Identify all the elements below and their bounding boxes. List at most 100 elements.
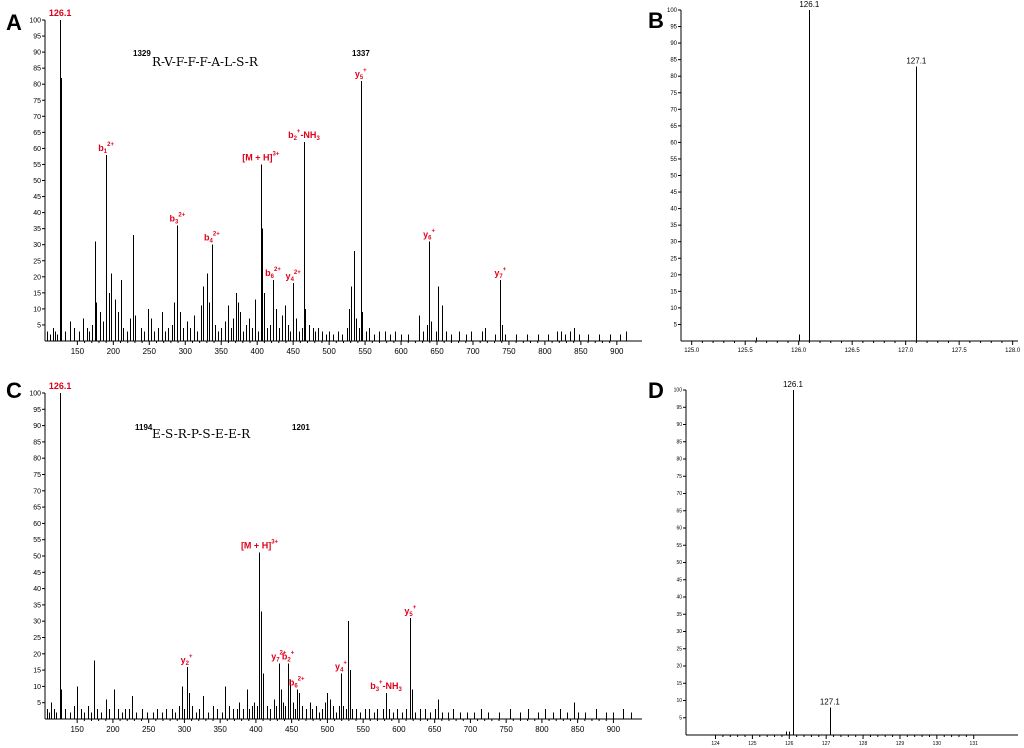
y-tick-label: 100 [667,8,678,14]
x-tick-label: 750 [499,725,513,734]
y-tick-label: 50 [33,554,41,561]
peak-annotation: y7+ [494,267,506,280]
peak-annotation: y4+ [335,660,347,673]
x-tick-label: 800 [538,347,552,356]
y-tick-label: 10 [670,306,677,312]
peak-annotation: y42+ [286,270,302,283]
y-tick-label: 5 [674,322,678,328]
x-tick-label: 127 [822,741,831,747]
y-tick-label: 20 [670,273,677,279]
y-tick-label: 30 [33,619,41,626]
y-tick-label: 95 [33,34,41,41]
peak-annotation: y72+ [271,651,287,664]
x-tick-label: 600 [392,725,406,734]
x-tick-label: 850 [574,347,588,356]
y-tick-label: 40 [33,586,41,593]
y-tick-label: 35 [33,602,41,609]
x-tick-label: 125.5 [738,348,754,354]
y-tick-label: 40 [33,210,41,217]
x-tick-label: 126 [785,741,794,747]
y-tick-label: 40 [676,595,682,601]
peak-annotation: b2+ [282,651,295,664]
y-tick-label: 40 [670,207,677,213]
x-tick-label: 700 [464,725,478,734]
y-tick-label: 60 [670,140,677,146]
y-tick-label: 20 [676,664,682,670]
peak-mz-label: 126.1 [783,380,804,389]
x-tick-label: 900 [607,725,621,734]
x-tick-label: 400 [251,347,265,356]
spectrum-chart-a: 5 10 15 20 25 30 35 40 45 50 55 60 65 70 75 80 85 90 95 100… [29,8,642,356]
panel-letter-a: A [6,10,22,35]
x-tick-label: 300 [178,725,192,734]
x-tick-label: 124 [711,741,720,747]
x-tick-label: 900 [610,347,624,356]
y-tick-label: 85 [670,58,677,64]
peak-annotation: b32+ [170,212,186,225]
y-tick-label: 90 [676,422,682,428]
sequence-start-number: 1194 [135,423,153,432]
y-tick-label: 100 [29,391,41,398]
y-tick-label: 75 [676,474,682,480]
y-tick-label: 25 [33,635,41,642]
y-tick-label: 50 [676,560,682,566]
y-tick-label: 100 [29,18,41,25]
x-tick-label: 500 [321,725,335,734]
panel-a-sequence: 1329 R-V-F-F-F-A-L-S-R 1337 [133,49,370,69]
y-tick-label: 5 [37,700,41,707]
y-tick-label: 35 [670,223,677,229]
y-tick-label: 65 [33,130,41,137]
y-tick-label: 30 [676,629,682,635]
x-tick-label: 850 [571,725,585,734]
x-tick-label: 126.0 [791,348,807,354]
x-tick-label: 200 [107,347,121,356]
y-tick-label: 55 [676,543,682,549]
y-tick-label: 25 [670,256,677,262]
x-tick-label: 750 [502,347,516,356]
y-tick-label: 85 [33,439,41,446]
y-tick-label: 95 [670,25,677,31]
x-tick-label: 250 [142,725,156,734]
y-tick-label: 25 [33,258,41,265]
y-tick-label: 65 [670,124,677,130]
peak-annotation: [M + H]3+ [242,151,280,162]
y-tick-label: 20 [33,651,41,658]
y-tick-label: 45 [33,194,41,201]
x-tick-label: 127.5 [952,348,968,354]
x-tick-label: 350 [215,347,229,356]
y-tick-label: 55 [33,162,41,169]
peak-annotation: b12+ [98,142,114,155]
x-tick-label: 650 [430,347,444,356]
y-tick-label: 70 [670,107,677,113]
y-tick-label: 60 [33,521,41,528]
y-tick-label: 70 [33,114,41,121]
x-tick-label: 400 [249,725,263,734]
x-tick-label: 128 [859,741,868,747]
peak-mz-label: 126.1 [799,0,820,9]
y-tick-label: 15 [33,668,41,675]
peak-mz-label: 127.1 [820,697,841,706]
y-tick-label: 45 [33,570,41,577]
panel-letter-b: B [648,8,664,33]
peak-annotation: 126.1 [49,381,72,391]
y-tick-label: 45 [676,577,682,583]
y-tick-label: 70 [33,488,41,495]
y-tick-label: 50 [670,174,677,180]
panel-c-sequence: 1194 E-S-R-P-S-E-E-R 1201 [135,423,310,441]
x-tick-label: 450 [285,725,299,734]
y-tick-label: 25 [676,646,682,652]
panel-letter-d: D [648,378,664,403]
y-tick-label: 15 [33,290,41,297]
x-tick-label: 650 [428,725,442,734]
y-tick-label: 100 [674,388,683,394]
x-tick-label: 800 [535,725,549,734]
y-tick-label: 55 [670,157,677,163]
y-tick-label: 60 [33,146,41,153]
peak-annotation: y5+ [355,68,367,81]
y-tick-label: 80 [33,82,41,89]
y-tick-label: 80 [670,74,677,80]
y-tick-label: 50 [33,178,41,185]
y-tick-label: 10 [33,306,41,313]
x-tick-label: 125 [748,741,757,747]
peak-annotation: [M + H]3+ [241,540,279,551]
